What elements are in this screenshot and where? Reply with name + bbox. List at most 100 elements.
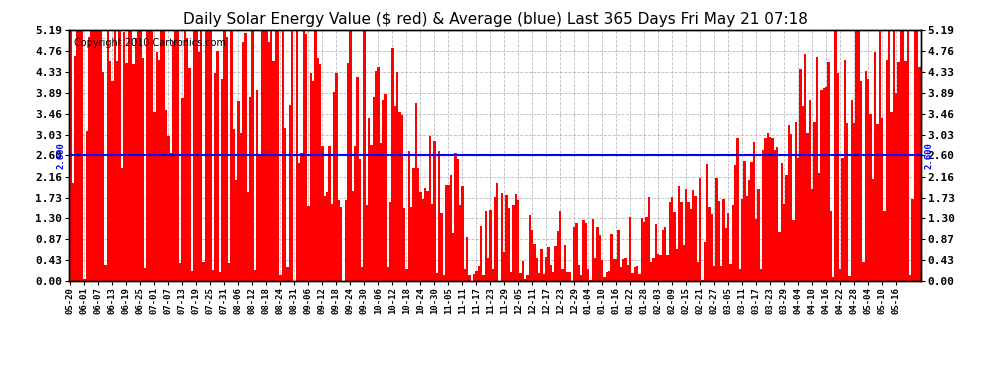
Bar <box>193 30 195 281</box>
Bar <box>198 52 200 281</box>
Bar <box>561 269 564 281</box>
Bar <box>253 270 255 281</box>
Bar <box>771 138 774 281</box>
Bar <box>821 90 823 281</box>
Bar <box>823 88 825 281</box>
Bar <box>879 30 881 281</box>
Bar <box>277 30 279 281</box>
Bar <box>659 255 661 281</box>
Bar <box>876 124 879 281</box>
Bar <box>762 150 764 281</box>
Bar <box>897 62 900 281</box>
Bar <box>807 133 809 281</box>
Bar <box>842 158 843 281</box>
Bar <box>589 280 592 281</box>
Bar <box>228 263 231 281</box>
Bar <box>368 118 370 281</box>
Bar <box>107 30 109 281</box>
Bar <box>321 146 324 281</box>
Bar <box>650 262 652 281</box>
Bar <box>245 33 247 281</box>
Bar <box>382 99 384 281</box>
Bar <box>123 32 126 281</box>
Bar <box>575 223 578 281</box>
Bar <box>783 204 785 281</box>
Bar <box>727 213 730 281</box>
Bar <box>424 188 426 281</box>
Bar <box>224 30 226 281</box>
Bar <box>552 272 554 281</box>
Bar <box>401 115 403 281</box>
Bar <box>890 112 893 281</box>
Bar <box>242 42 245 281</box>
Bar <box>541 249 543 281</box>
Bar <box>900 30 902 281</box>
Bar <box>251 30 253 281</box>
Bar <box>867 79 869 281</box>
Bar <box>349 30 351 281</box>
Bar <box>743 161 745 281</box>
Bar <box>272 61 274 281</box>
Bar <box>848 276 850 281</box>
Bar <box>645 217 647 281</box>
Bar <box>916 30 919 281</box>
Bar <box>718 201 720 281</box>
Bar <box>454 153 456 281</box>
Bar <box>436 273 438 281</box>
Bar <box>209 30 212 281</box>
Bar <box>233 129 235 281</box>
Bar <box>811 189 814 281</box>
Bar <box>850 100 853 281</box>
Bar <box>711 214 713 281</box>
Bar <box>95 30 97 281</box>
Bar <box>545 256 547 281</box>
Bar <box>336 73 338 281</box>
Bar <box>832 277 835 281</box>
Bar <box>176 30 179 281</box>
Bar <box>637 266 639 281</box>
Bar <box>415 103 417 281</box>
Bar <box>179 263 181 281</box>
Bar <box>396 72 398 281</box>
Bar <box>599 235 601 281</box>
Bar <box>776 147 778 281</box>
Bar <box>809 100 811 281</box>
Bar <box>300 153 303 281</box>
Bar <box>148 30 150 281</box>
Bar <box>69 30 71 281</box>
Bar <box>513 205 515 281</box>
Bar <box>732 205 735 281</box>
Bar <box>494 198 496 281</box>
Bar <box>104 266 107 281</box>
Bar <box>704 243 706 281</box>
Bar <box>140 30 142 281</box>
Bar <box>840 269 842 281</box>
Bar <box>449 175 451 281</box>
Bar <box>195 30 198 281</box>
Bar <box>331 204 333 281</box>
Bar <box>221 79 224 281</box>
Bar <box>781 163 783 281</box>
Bar <box>118 30 121 281</box>
Bar <box>755 219 757 281</box>
Bar <box>664 228 666 281</box>
Bar <box>883 211 886 281</box>
Bar <box>706 164 709 281</box>
Bar <box>692 190 694 281</box>
Bar <box>286 267 288 281</box>
Bar <box>580 275 582 281</box>
Bar <box>314 30 317 281</box>
Bar <box>441 213 443 281</box>
Bar <box>685 189 687 281</box>
Bar <box>872 179 874 281</box>
Bar <box>735 165 737 281</box>
Bar <box>647 197 650 281</box>
Bar <box>578 265 580 281</box>
Bar <box>702 280 704 281</box>
Bar <box>737 138 739 281</box>
Bar <box>709 207 711 281</box>
Bar <box>676 249 678 281</box>
Bar <box>351 191 353 281</box>
Bar <box>181 98 183 281</box>
Bar <box>158 60 160 281</box>
